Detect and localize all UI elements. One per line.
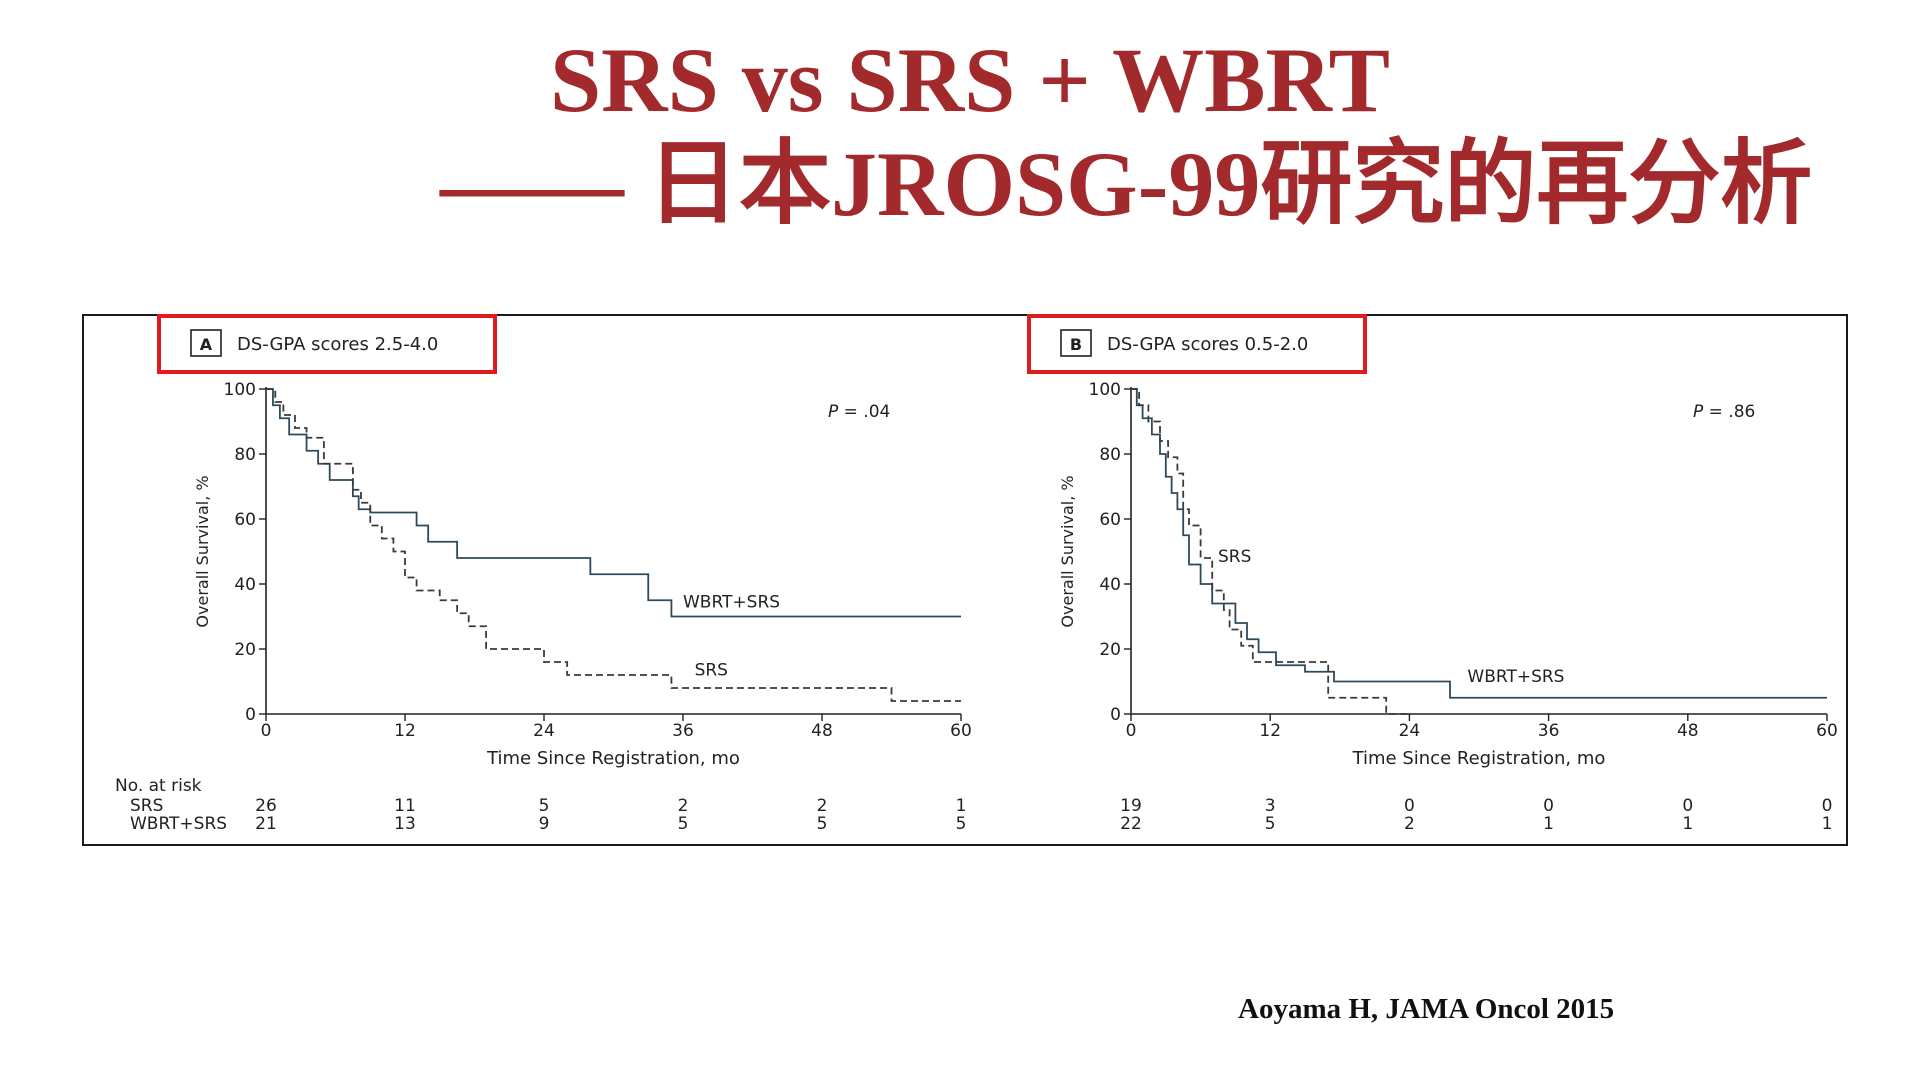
citation: Aoyama H, JAMA Oncol 2015 [1238, 993, 1615, 1025]
slide-subtitle: —— 日本JROSG-99研究的再分析 [440, 133, 1813, 235]
slide-title: SRS vs SRS + WBRT [549, 29, 1391, 131]
figure-frame [82, 314, 1848, 846]
